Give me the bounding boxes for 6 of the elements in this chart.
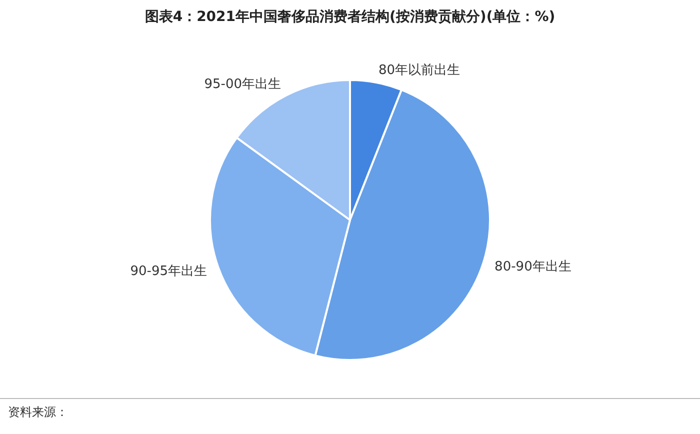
slice-label: 80年以前出生	[378, 63, 460, 78]
text: 资料来源：	[8, 404, 68, 421]
slice-label: 90-95年出生	[130, 264, 207, 279]
slice-label: 80-90年出生	[494, 259, 572, 274]
chart-title: 图表4：2021年中国奢侈品消费者结构(按消费贡献分)(单位：%)	[144, 8, 556, 26]
slice-label: 95-00年出生	[204, 76, 281, 92]
